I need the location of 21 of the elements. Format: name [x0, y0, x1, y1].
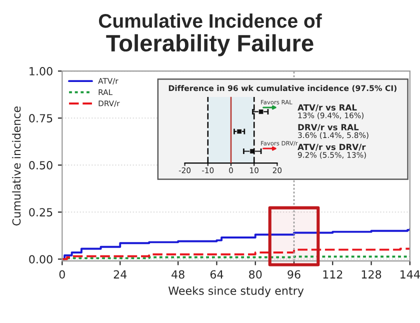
y-tick-label: ATV/r vs RAL — [298, 104, 357, 112]
y-tick-label: 0.50 — [29, 161, 52, 170]
x-axis-title: Weeks since study entry — [168, 286, 304, 298]
x-tick-label: 24 — [114, 270, 127, 278]
chart-subtitle: Tolerability Failure — [106, 34, 314, 56]
x-tick-label: 0 — [59, 270, 65, 279]
y-axis-title: Cumulative incidence — [12, 106, 21, 226]
x-tick-label: 112 — [323, 270, 342, 278]
y-tick-label: 0.75 — [29, 114, 52, 122]
x-tick-label: 80 — [249, 270, 262, 279]
chart-title: Cumulative Incidence of — [98, 14, 322, 28]
x-tick-label: 144 — [400, 270, 420, 278]
x-tick-label: 96 — [288, 270, 300, 279]
x-tick-label: 48 — [172, 270, 184, 279]
y-tick-label: 0.00 — [29, 255, 52, 264]
y-tick-label: DRV/r vs RAL — [298, 124, 359, 132]
x-tick-label: 64 — [210, 270, 224, 279]
y-tick-label: 1.00 — [30, 67, 52, 76]
x-tick-label: 128 — [362, 270, 382, 279]
y-tick-label: 0.25 — [29, 208, 52, 216]
y-tick-label: ATV/r vs DRV/r — [298, 144, 366, 151]
